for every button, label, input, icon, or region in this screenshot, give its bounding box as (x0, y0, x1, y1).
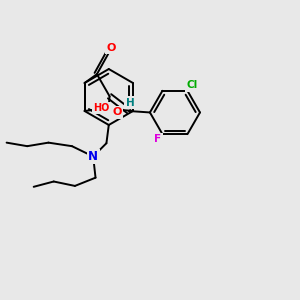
Text: O: O (106, 43, 116, 53)
Text: Cl: Cl (186, 80, 197, 91)
Text: H: H (126, 98, 135, 108)
Text: F: F (154, 134, 162, 144)
Text: N: N (88, 150, 98, 163)
Text: O: O (112, 107, 122, 118)
Text: HO: HO (93, 103, 110, 113)
